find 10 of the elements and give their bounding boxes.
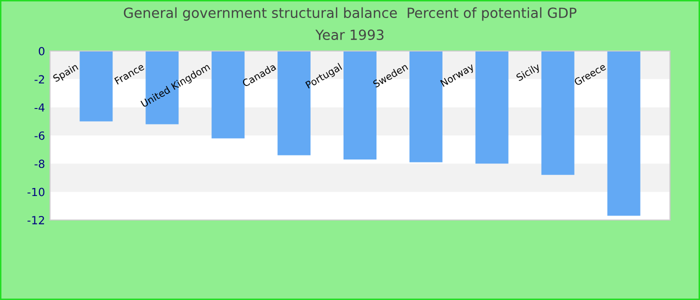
y-tick-label: -12	[28, 216, 44, 224]
y-tick-label: -4	[34, 103, 45, 112]
chart-title: General government structural balance Percent of potential GDP	[124, 7, 576, 21]
y-tick-label: -6	[34, 131, 44, 140]
y-tick-label: -8	[34, 160, 44, 168]
chart-subtitle: Year 1993	[315, 30, 384, 40]
y-tick-label: -10	[28, 188, 44, 196]
y-tick-label: -2	[34, 75, 44, 84]
x-tick-label: Sicily	[516, 62, 542, 83]
y-tick-label: 0	[38, 46, 44, 56]
